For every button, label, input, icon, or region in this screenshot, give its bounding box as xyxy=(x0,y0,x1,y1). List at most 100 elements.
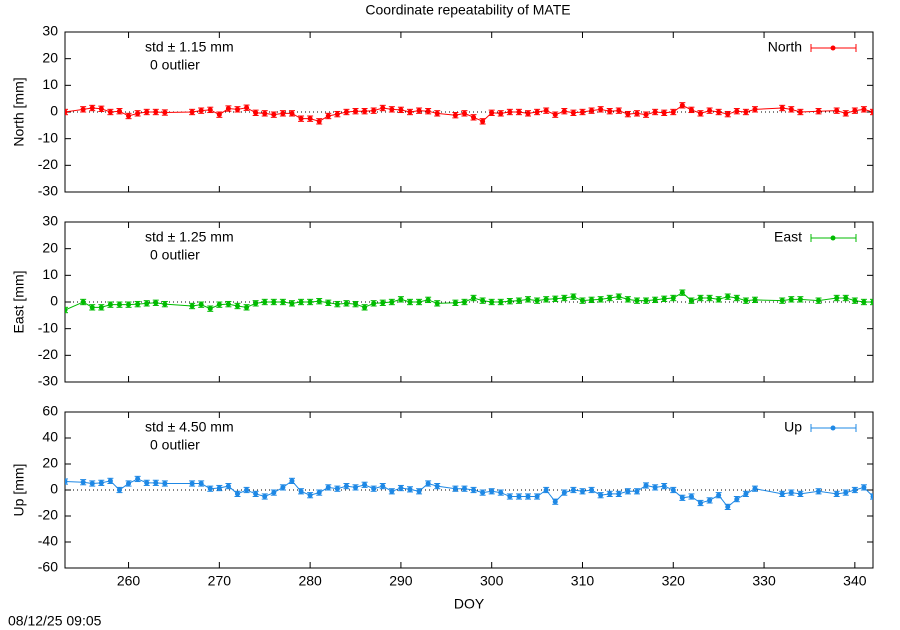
annotation: std ± 1.15 mm xyxy=(145,39,234,55)
data-point xyxy=(98,106,104,112)
data-point xyxy=(734,108,740,114)
data-point xyxy=(162,110,168,116)
data-point xyxy=(380,300,386,306)
data-point xyxy=(325,113,331,119)
data-point xyxy=(398,485,404,491)
data-point xyxy=(579,488,585,494)
y-tick-label: 0 xyxy=(50,293,58,309)
y-tick-label: 20 xyxy=(42,49,58,65)
data-point xyxy=(579,298,585,304)
data-point xyxy=(207,486,213,492)
data-point xyxy=(407,299,413,305)
data-point xyxy=(607,491,613,497)
data-point xyxy=(334,111,340,117)
data-point xyxy=(80,106,86,112)
y-tick-label: 30 xyxy=(42,213,58,229)
data-point xyxy=(371,300,377,306)
data-point xyxy=(389,299,395,305)
data-point xyxy=(262,494,268,499)
legend-symbol xyxy=(830,45,836,51)
data-point xyxy=(416,488,422,494)
data-point xyxy=(65,479,68,485)
data-point xyxy=(698,295,704,301)
data-point xyxy=(679,102,685,108)
data-point xyxy=(452,486,458,492)
data-point xyxy=(334,486,340,492)
data-point xyxy=(816,298,822,304)
data-point xyxy=(552,296,558,302)
data-point xyxy=(498,110,504,116)
data-point xyxy=(570,110,576,116)
data-point xyxy=(216,112,222,118)
data-point xyxy=(380,483,386,489)
data-point xyxy=(407,109,413,115)
data-point xyxy=(380,105,386,111)
data-point xyxy=(198,481,204,486)
data-point xyxy=(480,118,486,124)
data-point xyxy=(688,107,694,113)
data-point xyxy=(643,112,649,118)
series-line xyxy=(65,478,873,508)
data-point xyxy=(652,109,658,115)
data-point xyxy=(561,490,567,496)
chart-title: Coordinate repeatability of MATE xyxy=(365,2,570,18)
y-tick-label: 20 xyxy=(42,239,58,255)
data-point xyxy=(362,304,368,310)
data-point xyxy=(752,297,758,303)
data-point xyxy=(434,300,440,306)
data-point xyxy=(779,298,785,304)
data-point xyxy=(698,110,704,116)
data-point xyxy=(461,299,467,305)
data-point xyxy=(870,299,873,305)
data-point xyxy=(389,106,395,112)
data-point xyxy=(589,297,595,303)
data-point xyxy=(452,112,458,118)
data-point xyxy=(207,306,213,312)
y-tick-label: -20 xyxy=(38,507,58,523)
data-point xyxy=(334,301,340,307)
data-point xyxy=(107,478,113,484)
data-point xyxy=(434,110,440,116)
data-point xyxy=(135,301,141,307)
data-point xyxy=(144,300,150,306)
data-point xyxy=(289,110,295,116)
data-point xyxy=(716,109,722,115)
data-point xyxy=(371,486,377,492)
data-point xyxy=(153,300,159,306)
y-tick-label: -20 xyxy=(38,346,58,362)
data-point xyxy=(543,487,549,493)
legend-symbol xyxy=(830,235,836,241)
data-point xyxy=(189,481,195,486)
series-line xyxy=(65,104,873,122)
data-point xyxy=(688,494,694,499)
data-point xyxy=(607,108,613,114)
data-point xyxy=(734,496,740,502)
data-point xyxy=(725,294,731,300)
data-point xyxy=(634,488,640,494)
data-point xyxy=(589,487,595,493)
data-point xyxy=(816,108,822,114)
data-point xyxy=(788,106,794,112)
data-point xyxy=(416,299,422,305)
data-point xyxy=(679,290,685,296)
data-point xyxy=(616,491,622,497)
data-point xyxy=(552,112,558,118)
data-point xyxy=(779,105,785,111)
data-point xyxy=(607,295,613,301)
data-point xyxy=(489,110,495,116)
x-tick-label: 340 xyxy=(843,573,867,589)
y-tick-label: -30 xyxy=(38,183,58,199)
data-point xyxy=(362,482,368,488)
data-point xyxy=(225,301,231,307)
data-point xyxy=(343,483,349,489)
data-point xyxy=(353,484,359,490)
data-point xyxy=(788,490,794,496)
data-point xyxy=(670,295,676,301)
data-point xyxy=(343,300,349,306)
data-point xyxy=(216,302,222,308)
data-point xyxy=(643,482,649,488)
data-point xyxy=(65,109,68,115)
x-tick-label: 260 xyxy=(117,573,141,589)
y-tick-label: -10 xyxy=(38,319,58,335)
annotation: std ± 4.50 mm xyxy=(145,419,234,435)
